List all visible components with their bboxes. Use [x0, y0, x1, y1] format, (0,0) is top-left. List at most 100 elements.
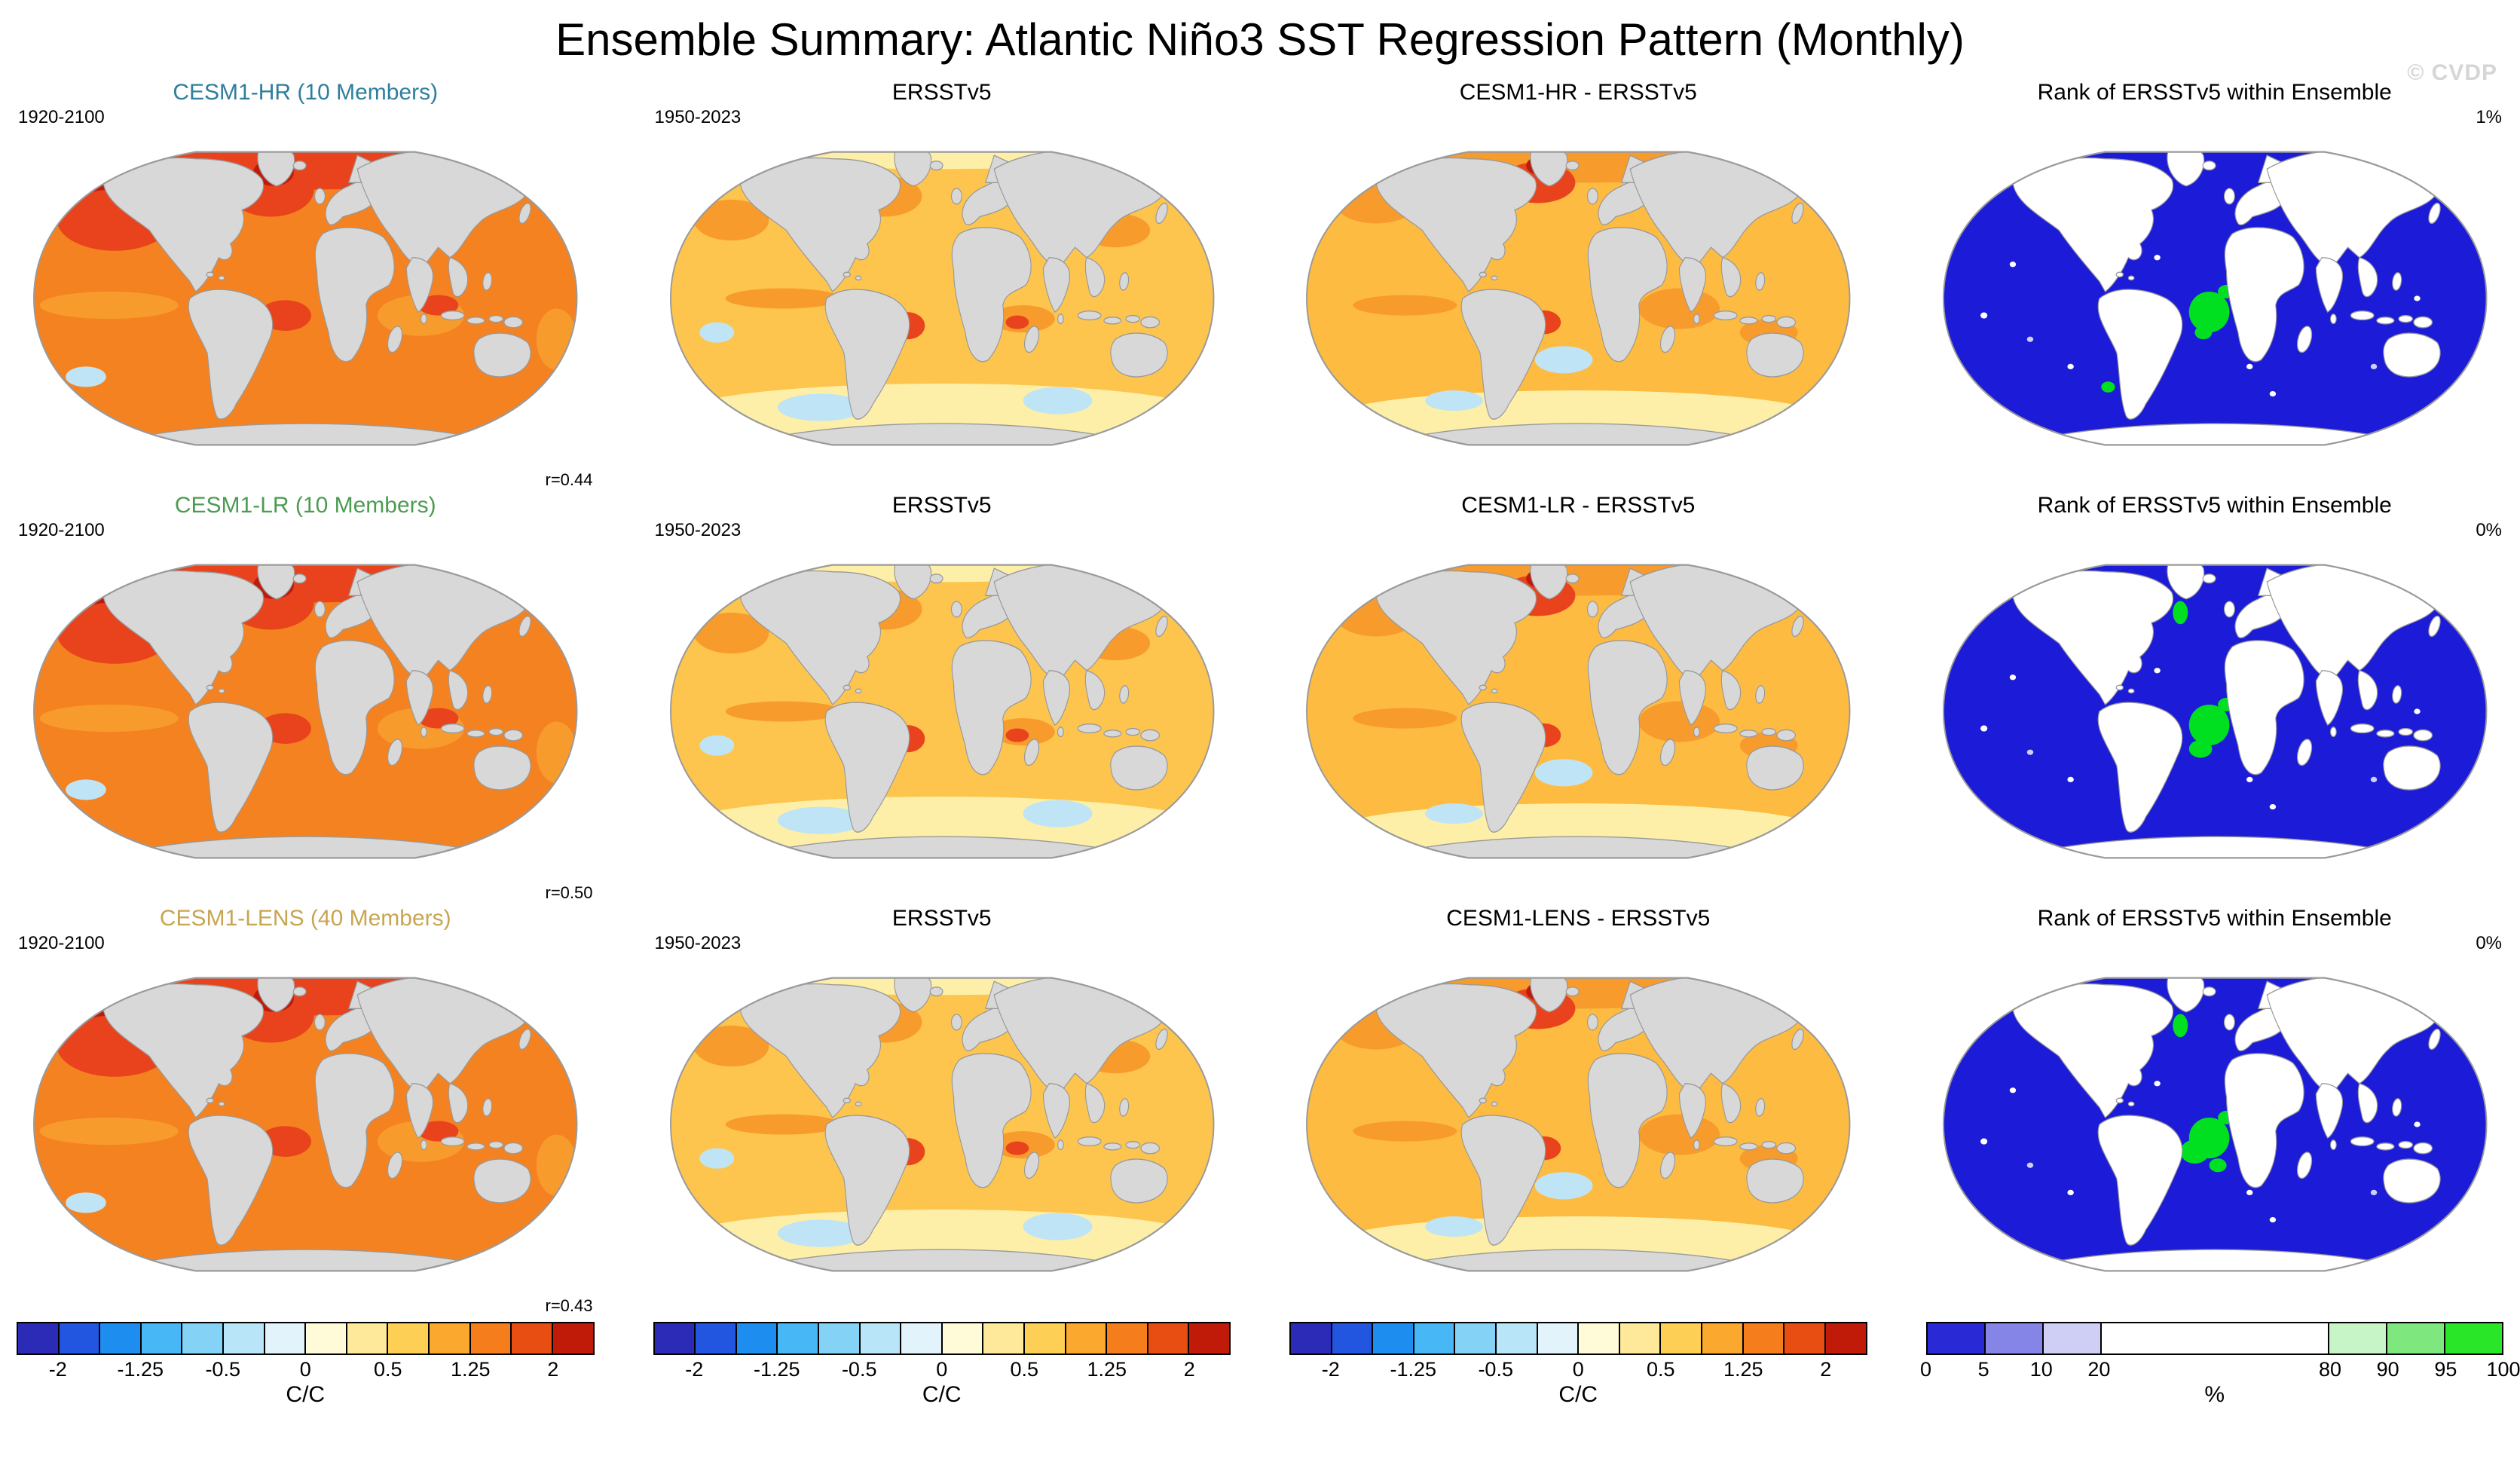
island [440, 310, 465, 321]
island [1713, 1136, 1738, 1147]
island [1761, 314, 1776, 323]
island [1693, 1139, 1700, 1151]
continent [314, 640, 395, 775]
map-field [1980, 564, 2465, 858]
continent [2023, 836, 2406, 858]
island [1491, 1101, 1498, 1107]
world-map-rank-r0 [1942, 151, 2487, 446]
field-patch [1005, 1141, 1029, 1155]
continent [114, 836, 497, 858]
colorbar-box [1373, 1323, 1414, 1353]
colorbar-box [1497, 1323, 1538, 1353]
island [2350, 723, 2375, 734]
island [2427, 1028, 2441, 1051]
island [2127, 275, 2135, 281]
map-panel-r0c1: ERSSTv5 1950-2023 [653, 78, 1231, 491]
colorbar-box [1784, 1323, 1826, 1353]
continent [893, 151, 931, 187]
colorbar-box [2387, 1323, 2445, 1353]
colorbar-tick-label: 80 [2319, 1358, 2342, 1381]
map-outline [1306, 564, 1851, 859]
field-patch [725, 288, 841, 309]
colorbar-tick-label: -0.5 [205, 1358, 240, 1381]
island [387, 1152, 403, 1179]
world-map-diff-r0 [1306, 151, 1851, 446]
island [2329, 314, 2337, 325]
period-label: 1920-2100 [18, 520, 105, 540]
island [1755, 685, 1766, 704]
field-patch [1425, 1216, 1483, 1237]
colorbar-tick-label: -1.25 [117, 1358, 164, 1381]
colorbar-box [778, 1323, 819, 1353]
island [2115, 684, 2124, 691]
field-patch [2370, 776, 2377, 783]
continent [102, 157, 265, 292]
colorbar-box [1107, 1323, 1148, 1353]
period-label: 1950-2023 [654, 933, 742, 953]
field-patch [1353, 708, 1457, 729]
continent [188, 702, 274, 833]
colorbar-tick-label: -1.25 [753, 1358, 800, 1381]
panel-footer [653, 469, 1231, 491]
panel-title: CESM1-LENS - ERSSTv5 [1446, 906, 1711, 931]
island [843, 271, 851, 278]
island [440, 723, 465, 734]
map-outline [1942, 151, 2487, 446]
colorbar-box [1985, 1323, 2044, 1353]
field-patch [1980, 725, 1987, 732]
island [1124, 1140, 1140, 1149]
colorbar-box [1927, 1323, 1986, 1353]
map-outline [33, 564, 578, 859]
continent [2315, 670, 2343, 726]
continent [951, 227, 1032, 362]
colorbar-unit-label: C/C [1558, 1382, 1598, 1407]
continent [2097, 702, 2182, 833]
field-patch [2188, 704, 2229, 746]
island [1755, 272, 1766, 291]
colorbar-tick-labels: -2 -1.25 -0.5 0 0.5 1.25 2 [17, 1355, 595, 1381]
island [518, 615, 531, 638]
island [518, 202, 531, 225]
colorbar-tick-label: 100 [2486, 1358, 2520, 1381]
field-patch [66, 366, 106, 387]
field-patch [1005, 315, 1029, 329]
continent [1084, 1082, 1105, 1124]
island [1118, 685, 1129, 704]
field-patch [417, 1121, 459, 1142]
figure-title: Ensemble Summary: Atlantic Niño3 SST Reg… [555, 14, 1965, 65]
colorbar-box [1024, 1323, 1066, 1353]
colorbar-tick-label: 2 [1820, 1358, 1832, 1381]
island [843, 1097, 851, 1104]
continent [2315, 1083, 2343, 1139]
continent [1460, 702, 1546, 833]
island [2296, 326, 2312, 353]
field-patch [2153, 1081, 2161, 1087]
island [1565, 574, 1580, 584]
period-label: 1950-2023 [654, 520, 742, 540]
island [313, 1014, 326, 1031]
colorbar-box [224, 1323, 265, 1353]
island [2427, 615, 2441, 638]
island [1791, 1028, 1804, 1051]
colorbar-tick-label: -1.25 [1390, 1358, 1437, 1381]
map-outline [1942, 564, 2487, 859]
island [2412, 1142, 2433, 1155]
colorbar-box [100, 1323, 142, 1353]
continent [314, 227, 395, 362]
field-patch [2246, 363, 2252, 370]
island [2350, 1136, 2375, 1147]
island [2397, 1140, 2413, 1149]
colorbar-tick-label: 20 [2087, 1358, 2111, 1381]
map-panel-r1c1: ERSSTv5 1950-2023 [653, 491, 1231, 904]
colorbar-tick-label: 0 [299, 1358, 311, 1381]
continent [751, 1249, 1133, 1271]
field-patch [2172, 1014, 2188, 1038]
colorbar-box [1291, 1323, 1332, 1353]
map-panel-r1c2: CESM1-LR - ERSSTv5 [1289, 491, 1867, 904]
pattern-correlation-label: r=0.43 [545, 1296, 593, 1315]
map-panel-r0c0: CESM1-HR (10 Members) 1920-2100 r=0.44 [17, 78, 595, 491]
island [2329, 1139, 2337, 1151]
colorbar-unit-label: % [2204, 1382, 2225, 1407]
island [1139, 316, 1160, 329]
field-patch [2153, 255, 2161, 261]
